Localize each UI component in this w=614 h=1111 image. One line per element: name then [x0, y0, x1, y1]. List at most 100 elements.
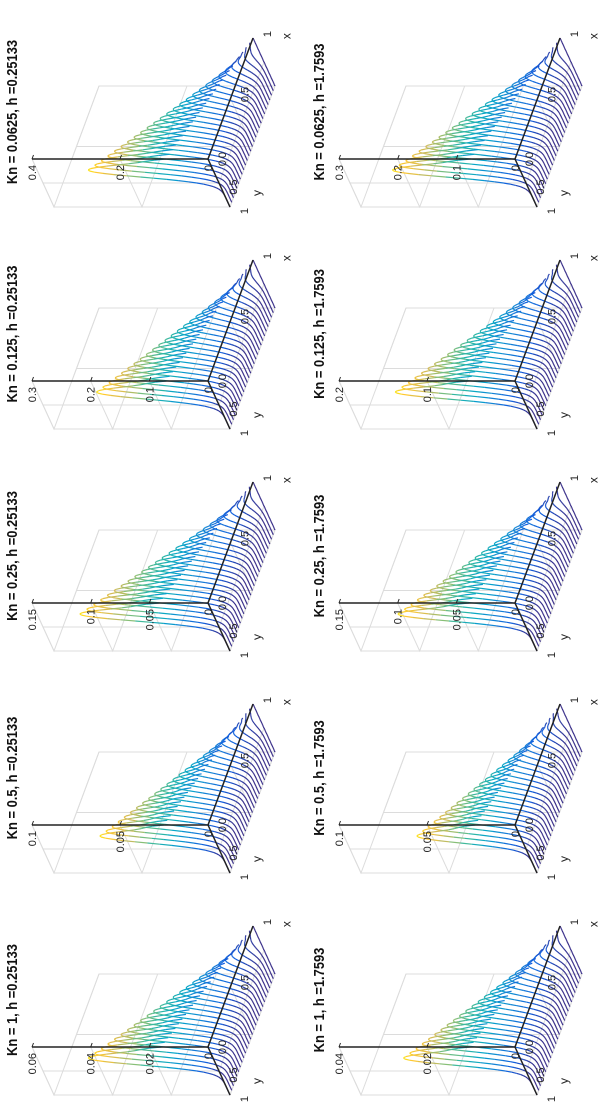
mesh-segment: [220, 991, 226, 994]
mesh-segment: [180, 101, 184, 104]
mesh-segment: [221, 523, 226, 527]
mesh-segment: [216, 318, 222, 321]
mesh-segment: [235, 281, 238, 284]
mesh-segment: [229, 625, 232, 628]
mesh-segment: [266, 68, 269, 71]
mesh-segment: [212, 583, 220, 586]
mesh-segment: [244, 733, 247, 736]
mesh-segment: [248, 359, 250, 362]
mesh-segment: [268, 748, 271, 750]
mesh-segment: [229, 288, 232, 291]
mesh-segment: [192, 982, 198, 985]
mesh-segment: [237, 78, 242, 82]
mesh-segment: [259, 333, 261, 335]
surface-plot-panel: Kn = 1, h =0.25133 0 0.02 0.04 0.06 0 0.5 1 1 0.5…: [0, 889, 307, 1111]
mesh-segment: [251, 942, 254, 945]
mesh-segment: [268, 294, 271, 297]
mesh-segment: [173, 1018, 183, 1021]
mesh-segment: [178, 773, 181, 776]
mesh-segment: [162, 583, 174, 587]
mesh-segment: [251, 786, 254, 788]
mesh-segment: [229, 856, 232, 858]
mesh-segment: [252, 796, 255, 799]
mesh-segment: [227, 1041, 231, 1044]
mesh-segment: [106, 594, 109, 597]
mesh-segment: [256, 533, 258, 536]
mesh-segment: [237, 601, 240, 604]
mesh-segment: [239, 827, 242, 829]
mesh-segment: [121, 586, 130, 589]
mesh-segment: [241, 363, 244, 365]
mesh-segment: [185, 986, 188, 989]
mesh-segment: [204, 537, 210, 540]
mesh-segment: [108, 1056, 120, 1059]
mesh-segment: [259, 531, 262, 534]
mesh-segment: [227, 954, 230, 957]
mesh-segment: [240, 805, 243, 808]
mesh-segment: [228, 853, 231, 856]
mesh-segment: [255, 932, 258, 935]
mesh-segment: [239, 1026, 242, 1029]
mesh-segment: [228, 1054, 232, 1057]
mesh-segment: [234, 556, 239, 559]
mesh-segment: [231, 955, 234, 957]
mesh-segment: [216, 610, 222, 613]
mesh-segment: [181, 1000, 188, 1003]
mesh-segment: [249, 984, 252, 987]
y-tick-label: 1: [239, 430, 251, 436]
mesh-segment: [201, 565, 210, 569]
mesh-segment: [195, 91, 199, 94]
mesh-segment: [193, 585, 203, 588]
mesh-segment: [142, 807, 151, 810]
mesh-segment: [259, 63, 262, 66]
mesh-segment: [172, 995, 175, 998]
mesh-segment: [163, 555, 167, 558]
mesh-segment: [261, 321, 264, 324]
mesh-segment: [248, 559, 251, 562]
mesh-segment: [256, 131, 259, 133]
mesh-segment: [101, 832, 108, 836]
mesh-segment: [263, 531, 266, 534]
mesh-segment: [181, 830, 192, 834]
mesh-segment: [259, 275, 262, 278]
mesh-segment: [216, 743, 219, 746]
mesh-segment: [189, 983, 193, 987]
mesh-segment: [253, 926, 255, 929]
mesh-segment: [257, 505, 259, 508]
mesh-segment: [223, 958, 227, 961]
mesh-segment: [237, 1024, 240, 1027]
mesh-segment: [253, 140, 255, 143]
mesh-segment: [265, 544, 268, 547]
mesh-segment: [263, 548, 266, 550]
mesh-segment: [245, 601, 248, 604]
mesh-segment: [245, 94, 249, 97]
mesh-segment: [255, 512, 258, 515]
mesh-segment: [153, 1010, 155, 1013]
mesh-segment: [156, 1022, 163, 1025]
mesh-segment: [216, 784, 223, 787]
mesh-segment: [268, 98, 271, 101]
mesh-segment: [204, 973, 208, 976]
mesh-segment: [245, 982, 249, 985]
mesh-segment: [254, 775, 257, 778]
grid-line: [31, 973, 100, 1097]
mesh-segment: [268, 764, 271, 767]
mesh-segment: [233, 602, 236, 605]
mesh-segment: [245, 948, 249, 951]
mesh-segment: [230, 406, 233, 409]
mesh-segment: [202, 802, 211, 806]
mesh-segment: [231, 999, 236, 1002]
mesh-segment: [220, 297, 224, 301]
mesh-segment: [240, 570, 243, 573]
mesh-segment: [238, 842, 241, 845]
mesh-segment: [243, 776, 247, 779]
mesh-segment: [224, 853, 226, 856]
mesh-segment: [234, 627, 236, 630]
mesh-segment: [229, 598, 232, 601]
mesh-segment: [256, 122, 259, 125]
mesh-segment: [207, 84, 212, 87]
mesh-segment: [238, 284, 241, 287]
mesh-segment: [261, 339, 264, 341]
mesh-segment: [246, 125, 248, 128]
mesh-segment: [232, 418, 235, 420]
